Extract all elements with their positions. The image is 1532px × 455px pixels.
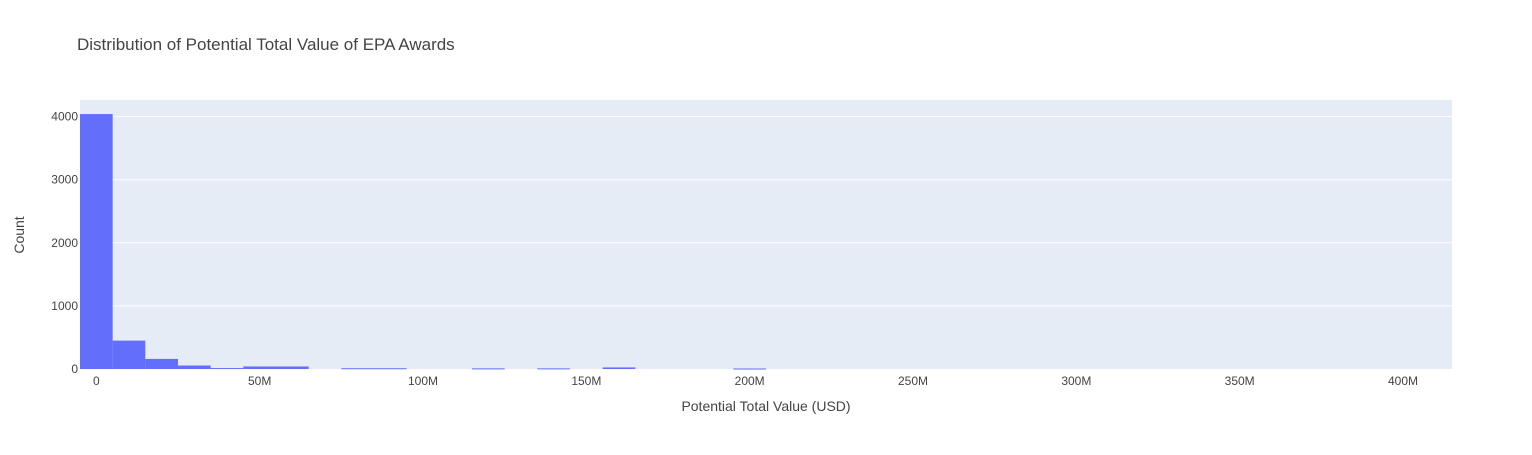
x-tick-label: 200M [735,374,765,388]
y-tick-label: 4000 [51,110,78,124]
x-tick-label: 350M [1225,374,1255,388]
histogram-bar[interactable] [602,367,636,369]
y-tick-label: 1000 [51,299,78,313]
x-tick-label: 100M [408,374,438,388]
x-tick-label: 150M [571,374,601,388]
y-tick-label: 2000 [51,236,78,250]
x-tick-label: 50M [248,374,271,388]
histogram-bar[interactable] [276,366,309,369]
histogram-bar[interactable] [243,366,276,369]
histogram-bar[interactable] [80,114,113,369]
bars [80,114,766,370]
x-tick-label: 250M [898,374,928,388]
chart-title: Distribution of Potential Total Value of… [77,35,455,54]
histogram-bar[interactable] [733,368,766,370]
y-tick-label: 3000 [51,173,78,187]
y-axis-ticks: 0 1000 2000 3000 4000 [51,110,78,376]
histogram-bar[interactable] [210,368,244,370]
histogram-bar[interactable] [374,368,407,370]
gridlines [80,116,1452,307]
plot-area [80,100,1452,369]
x-axis-ticks: 0 50M 100M 150M 200M 250M 300M 350M 400M [93,374,1418,388]
histogram-bar[interactable] [112,340,146,369]
x-axis-title: Potential Total Value (USD) [681,398,850,414]
y-tick-label: 0 [71,362,78,376]
x-tick-label: 300M [1061,374,1091,388]
histogram-bar[interactable] [472,368,505,370]
x-tick-label: 400M [1388,374,1418,388]
histogram-bar[interactable] [178,365,211,369]
histogram-bar[interactable] [341,368,374,370]
histogram-bar[interactable] [145,358,178,369]
histogram-bar[interactable] [537,368,570,370]
y-axis-title: Count [11,216,27,253]
x-tick-label: 0 [93,374,100,388]
